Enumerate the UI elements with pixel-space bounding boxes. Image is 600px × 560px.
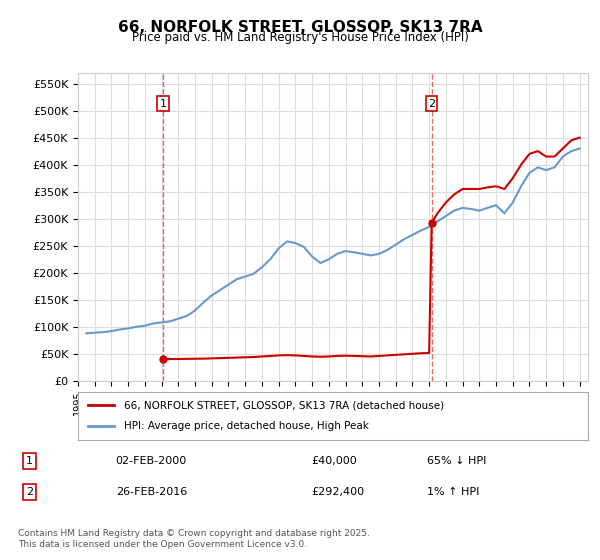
Text: 1: 1 xyxy=(26,456,33,466)
Text: 1: 1 xyxy=(160,99,167,109)
Text: £292,400: £292,400 xyxy=(311,487,365,497)
Text: 02-FEB-2000: 02-FEB-2000 xyxy=(116,456,187,466)
Text: 66, NORFOLK STREET, GLOSSOP, SK13 7RA: 66, NORFOLK STREET, GLOSSOP, SK13 7RA xyxy=(118,20,482,35)
Text: HPI: Average price, detached house, High Peak: HPI: Average price, detached house, High… xyxy=(124,421,369,431)
Text: 1% ↑ HPI: 1% ↑ HPI xyxy=(427,487,479,497)
Text: 66, NORFOLK STREET, GLOSSOP, SK13 7RA (detached house): 66, NORFOLK STREET, GLOSSOP, SK13 7RA (d… xyxy=(124,400,444,410)
Text: Contains HM Land Registry data © Crown copyright and database right 2025.
This d: Contains HM Land Registry data © Crown c… xyxy=(18,529,370,549)
Text: £40,000: £40,000 xyxy=(311,456,357,466)
Text: 26-FEB-2016: 26-FEB-2016 xyxy=(116,487,187,497)
Text: Price paid vs. HM Land Registry's House Price Index (HPI): Price paid vs. HM Land Registry's House … xyxy=(131,31,469,44)
Text: 2: 2 xyxy=(428,99,435,109)
Text: 2: 2 xyxy=(26,487,33,497)
Text: 65% ↓ HPI: 65% ↓ HPI xyxy=(427,456,486,466)
